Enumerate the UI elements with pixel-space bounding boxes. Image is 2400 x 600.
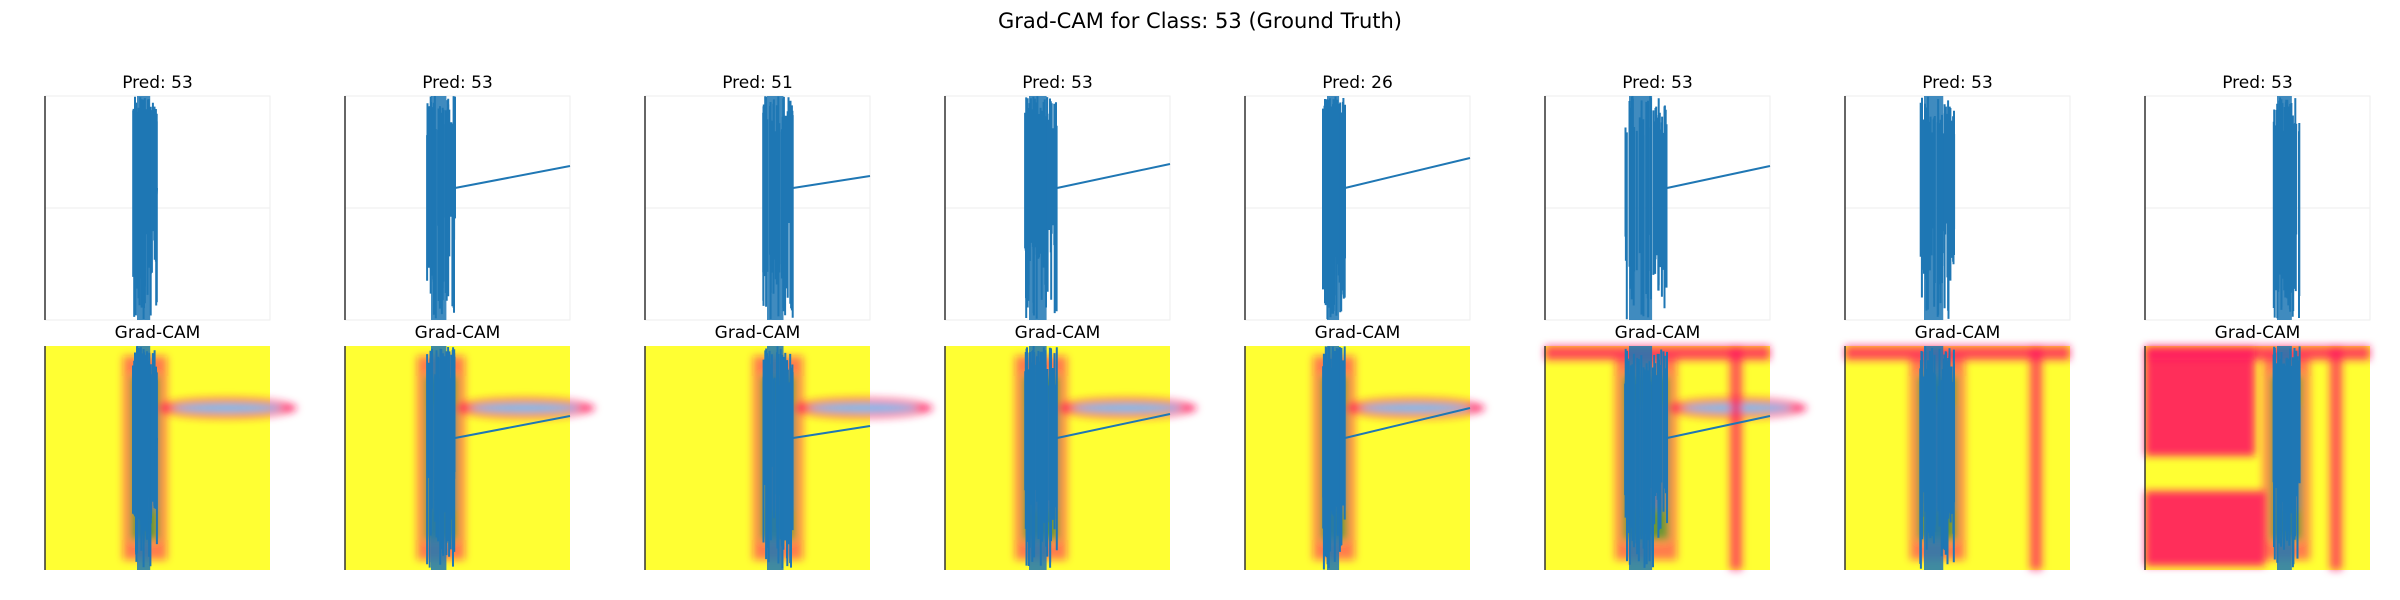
top-signal-trace (1919, 96, 1956, 320)
top-signal-trace (1624, 96, 1771, 320)
gradcam-panel: Grad-CAM (1544, 323, 1807, 570)
gradcam-panel: Grad-CAM (644, 323, 933, 570)
gradcam-title: Grad-CAM (415, 323, 501, 343)
signal-panel: Pred: 53 (1544, 73, 1771, 321)
bottom-signal-trace (426, 346, 571, 570)
top-signal-trace (426, 96, 571, 320)
prediction-title: Pred: 51 (722, 73, 793, 93)
bottom-signal-trace (1919, 346, 1955, 570)
figure-suptitle: Grad-CAM for Class: 53 (Ground Truth) (998, 9, 1402, 33)
gradcam-panel: Grad-CAM (1244, 323, 1485, 570)
gradcam-title: Grad-CAM (1015, 323, 1101, 343)
gradcam-panel: Grad-CAM (2144, 323, 2370, 570)
top-signal-trace (762, 96, 871, 320)
bottom-signal-trace (762, 346, 871, 570)
prediction-title: Pred: 26 (1322, 73, 1393, 93)
heatmap-background (1245, 346, 1470, 570)
signal-panel: Pred: 26 (1244, 73, 1471, 321)
signal-panel: Pred: 53 (344, 73, 571, 321)
signal-panel: Pred: 53 (1844, 73, 2071, 321)
gradcam-title: Grad-CAM (1315, 323, 1401, 343)
signal-panel: Pred: 53 (44, 73, 271, 321)
gradcam-panel: Grad-CAM (344, 323, 595, 570)
prediction-title: Pred: 53 (1622, 73, 1693, 93)
gradcam-panel: Grad-CAM (944, 323, 1197, 570)
signal-panel: Pred: 53 (944, 73, 1171, 321)
gradcam-panel: Grad-CAM (1844, 323, 2070, 570)
gradcam-panel: Grad-CAM (44, 323, 297, 570)
signal-panel: Pred: 53 (2144, 73, 2371, 321)
prediction-title: Pred: 53 (422, 73, 493, 93)
gradcam-title: Grad-CAM (1915, 323, 2001, 343)
bottom-signal-trace (1024, 346, 1171, 570)
prediction-title: Pred: 53 (1022, 73, 1093, 93)
panel-grid: Pred: 53 Grad-CAM Pred: 53 Grad-CAM Pred: 51… (44, 73, 2371, 570)
signal-panel: Pred: 51 (644, 73, 871, 321)
gradcam-title: Grad-CAM (2215, 323, 2301, 343)
gradcam-title: Grad-CAM (115, 323, 201, 343)
bottom-signal-trace (1322, 346, 1471, 570)
gradcam-title: Grad-CAM (715, 323, 801, 343)
bottom-signal-trace (132, 346, 158, 570)
top-signal-trace (132, 96, 158, 320)
bottom-signal-trace (1624, 346, 1771, 570)
top-signal-trace (1024, 96, 1171, 320)
prediction-title: Pred: 53 (2222, 73, 2293, 93)
top-signal-trace (1322, 96, 1471, 320)
bottom-signal-trace (2272, 346, 2301, 570)
gradcam-title: Grad-CAM (1615, 323, 1701, 343)
top-signal-trace (2272, 96, 2301, 320)
prediction-title: Pred: 53 (1922, 73, 1993, 93)
prediction-title: Pred: 53 (122, 73, 193, 93)
